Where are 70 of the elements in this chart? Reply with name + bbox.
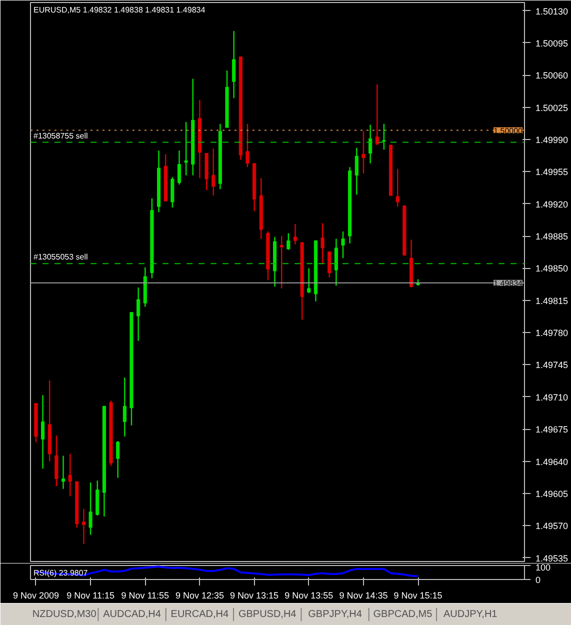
y-tick-label: 1.49885 — [536, 232, 568, 242]
candlestick — [334, 238, 338, 286]
y-tick-label: 1.49955 — [536, 167, 568, 178]
x-tick-label: 9 Nov 11:15 — [66, 590, 114, 600]
x-tick-label: 9 Nov 14:35 — [339, 590, 388, 600]
text: AUDCAD,H4 — [103, 609, 162, 620]
text: GBPCAD,M5 — [373, 609, 433, 620]
y-tick-label: 0 — [536, 575, 541, 585]
candlestick — [82, 508, 86, 545]
candlestick — [40, 394, 45, 470]
candlestick — [382, 123, 386, 150]
candlestick — [122, 377, 126, 438]
x-tick-label: 9 Nov 12:35 — [175, 590, 224, 600]
y-tick-label: 1.49745 — [536, 360, 568, 370]
candlestick — [136, 286, 140, 342]
text: EURCAD,H4 — [170, 609, 230, 620]
candlestick — [177, 150, 182, 186]
candlestick — [307, 268, 311, 294]
y-tick-label: 100 — [536, 562, 551, 572]
candlestick — [246, 123, 250, 168]
y-tick-label: 1.49605 — [536, 488, 568, 499]
y-tick-label: 1.50025 — [536, 102, 568, 113]
candlestick — [170, 176, 174, 208]
candlestick — [396, 168, 400, 208]
y-tick-label: 1.50095 — [536, 38, 568, 48]
ref-line-label: 1.50000 — [494, 126, 524, 136]
candlestick — [280, 235, 284, 290]
candlestick — [286, 232, 290, 250]
y-tick-label: 1.49570 — [536, 521, 568, 532]
candlestick — [54, 434, 58, 487]
text: GBPUSD,H4 — [238, 609, 297, 620]
y-tick-label: 1.49990 — [536, 134, 568, 145]
candlestick — [320, 222, 324, 264]
y-tick-label: 1.49640 — [536, 456, 568, 467]
y-tick-label: 1.49850 — [536, 264, 568, 274]
ref-line-label: #13058755 sell — [34, 131, 88, 140]
x-tick-label: 9 Nov 2009 — [12, 590, 59, 600]
candlestick — [61, 455, 66, 490]
ref-line-label: 1.49834 — [494, 278, 524, 288]
candlestick — [232, 30, 236, 99]
y-tick-label: 1.49815 — [536, 296, 568, 306]
ref-line-label: #13055053 sell — [34, 252, 88, 262]
x-tick-label: 9 Nov 15:15 — [394, 590, 442, 600]
candlestick — [328, 251, 332, 278]
text: AUDJPY,H1 — [444, 609, 498, 620]
candlestick — [368, 124, 372, 164]
candlestick — [212, 148, 216, 196]
candlestick — [341, 230, 345, 259]
y-tick-label: 1.49780 — [536, 328, 568, 338]
chart-title: EURUSD,M5 1.49832 1.49838 1.49831 1.49834 — [34, 6, 206, 14]
y-tick-label: 1.49710 — [536, 392, 568, 402]
candlestick — [184, 121, 188, 176]
y-tick-label: 1.49920 — [536, 199, 568, 210]
y-tick-label: 1.49535 — [536, 553, 568, 564]
y-tick-label: 1.50060 — [536, 70, 568, 81]
candlestick — [375, 84, 379, 146]
candlestick — [293, 223, 298, 245]
x-tick-label: 9 Nov 13:15 — [230, 590, 279, 600]
candlestick — [116, 440, 120, 478]
candlestick — [362, 130, 366, 174]
line-series — [34, 566, 420, 578]
candlestick — [68, 453, 72, 497]
candlestick — [88, 482, 92, 536]
x-tick-label: 9 Nov 11:55 — [121, 590, 170, 600]
y-tick-label: 1.49675 — [536, 424, 568, 435]
y-tick-label: 1.50130 — [536, 6, 568, 16]
x-tick-label: 9 Nov 13:55 — [284, 590, 334, 600]
text: NZDUSD,M30 — [32, 609, 97, 620]
text: GBPJPY,H4 — [308, 609, 362, 620]
candlestick — [354, 147, 358, 196]
